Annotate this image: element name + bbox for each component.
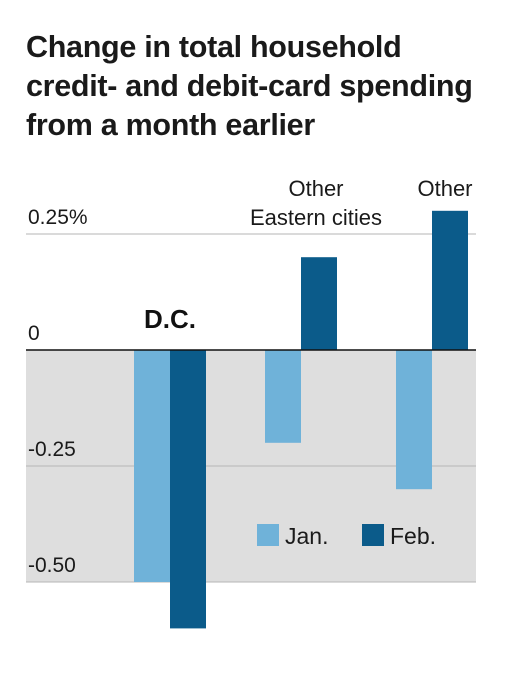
y-tick-label: -0.50 [28,554,76,577]
chart-title-line: Change in total household [26,30,402,64]
category-label: Other [417,176,472,201]
legend-label: Jan. [285,523,328,549]
bar-jan [265,350,301,443]
category-label: Other [288,176,343,201]
category-label: Eastern cities [250,205,382,230]
chart-title-line: credit- and debit-card spending [26,69,473,103]
chart-title: Change in total household credit- and de… [26,28,501,145]
legend-swatch [362,524,384,546]
bar-jan [134,350,170,582]
y-tick-label: 0.25% [28,206,88,229]
bar-feb [432,210,468,350]
category-label: D.C. [144,304,196,334]
y-tick-label: 0 [28,322,40,345]
bar-jan [396,350,432,490]
bar-feb [301,257,337,350]
bar-feb [170,350,206,629]
y-tick-label: -0.25 [28,438,76,461]
legend-swatch [257,524,279,546]
chart-title-line: from a month earlier [26,108,315,142]
legend-label: Feb. [390,523,436,549]
